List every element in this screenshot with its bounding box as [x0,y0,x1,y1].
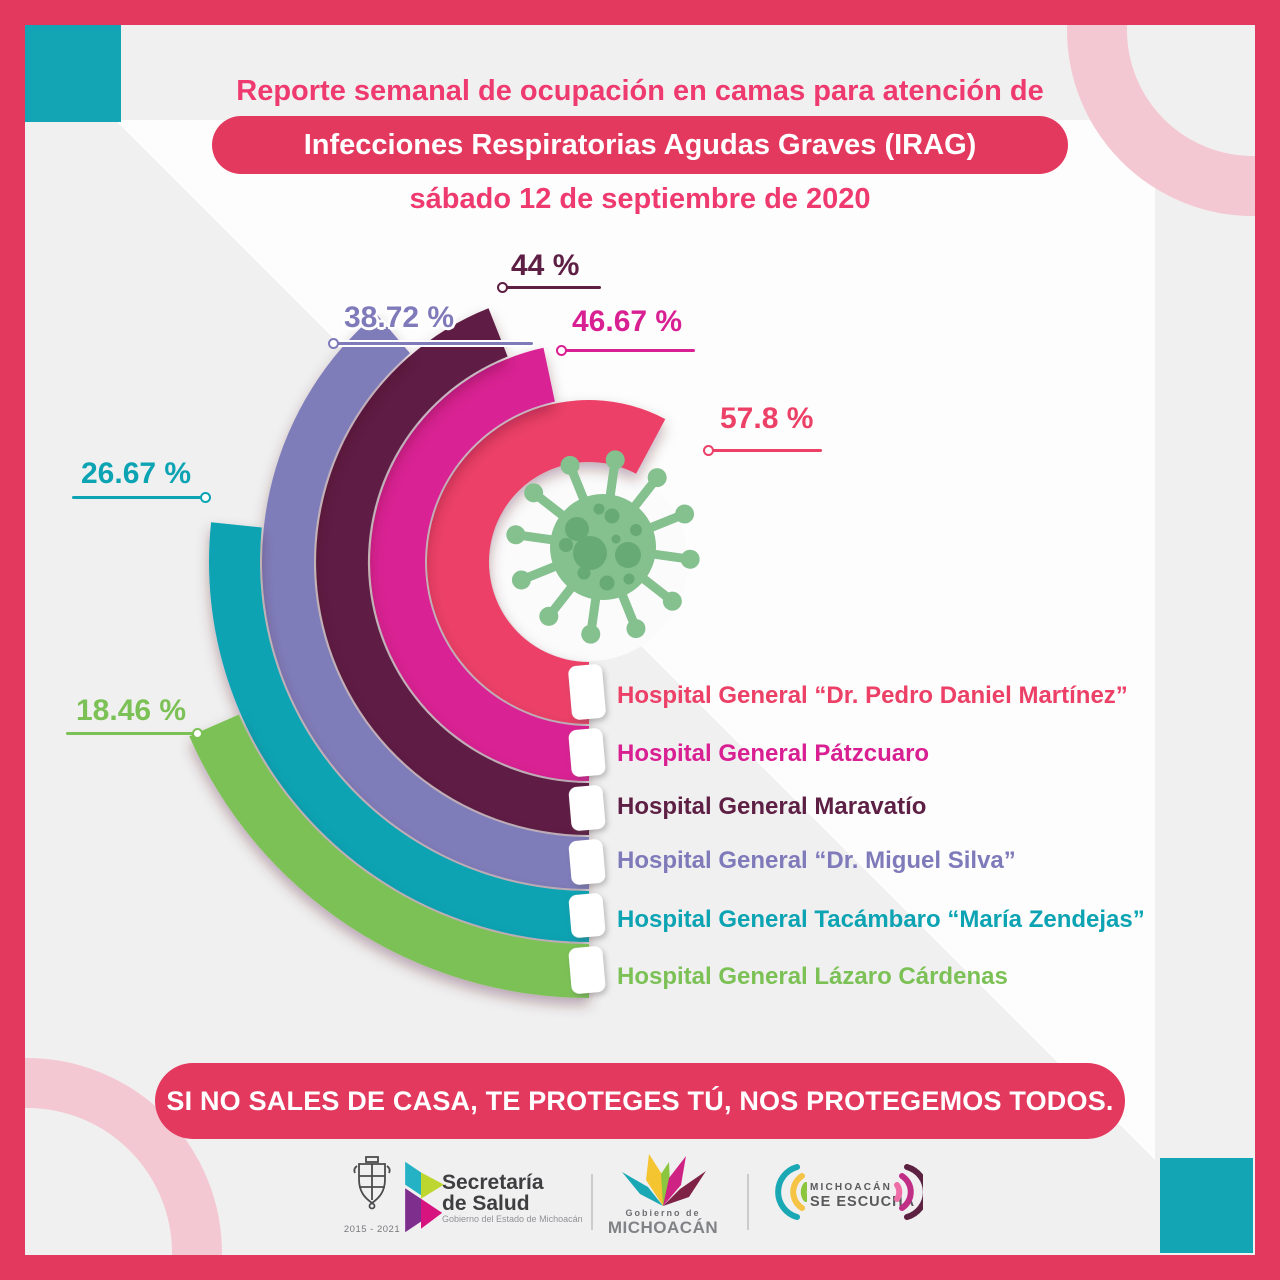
escucha-line1: MICHOACÁN [810,1182,893,1193]
sound-waves-left-icon [775,1164,807,1220]
slogan-banner: SI NO SALES DE CASA, TE PROTEGES TÚ, NOS… [155,1063,1125,1139]
arc-end-notch [568,664,606,720]
arc-end-notch [568,946,606,994]
arc-end-notch [568,785,606,831]
arc-end-notch [568,728,606,777]
footer-divider [591,1174,593,1230]
footer-divider [747,1174,749,1230]
ring-arc [370,347,589,781]
ring-arc [316,308,589,835]
salud-name-line2: de Salud [442,1192,530,1215]
escucha-line2: SE ESCUCHA [810,1194,916,1210]
salud-name-line1: Secretaría [442,1171,544,1194]
virus-icon [506,450,700,644]
gobierno-big-text: MICHOACÁN [607,1218,719,1237]
title-badge: Infecciones Respiratorias Agudas Graves … [212,116,1068,174]
salud-subtitle: Gobierno del Estado de Michoacán [442,1214,583,1224]
michoacan-leaf-icon [622,1154,706,1206]
corner-square-top-left [25,25,121,122]
logo-secretaria-salud: 2015 - 2021 Secretaría de Salud Gobierno… [340,1152,590,1257]
ring-arc [261,313,589,889]
gobierno-small-text: Gobierno de [625,1208,701,1218]
corner-square-bottom-right [1160,1158,1253,1253]
arc-end-notch [568,893,606,938]
coat-of-arms-icon [353,1156,391,1210]
ring-arc [189,714,590,998]
logo-gobierno-michoacan: Gobierno de MICHOACÁN [596,1152,730,1257]
logo-michoacan-se-escucha: MICHOACÁN SE ESCUCHA [765,1158,940,1228]
report-date: sábado 12 de septiembre de 2020 [409,183,871,215]
sound-waves-right-icon [894,1164,923,1220]
ring-arc [209,522,589,942]
logo-years: 2015 - 2021 [343,1224,401,1235]
arc-end-notch [568,839,606,885]
ring-arc [426,399,666,724]
page-title: Reporte semanal de ocupación en camas pa… [236,75,1044,107]
footer-logos: 2015 - 2021 Secretaría de Salud Gobierno… [0,1148,1280,1263]
salud-k-icon [405,1161,444,1233]
